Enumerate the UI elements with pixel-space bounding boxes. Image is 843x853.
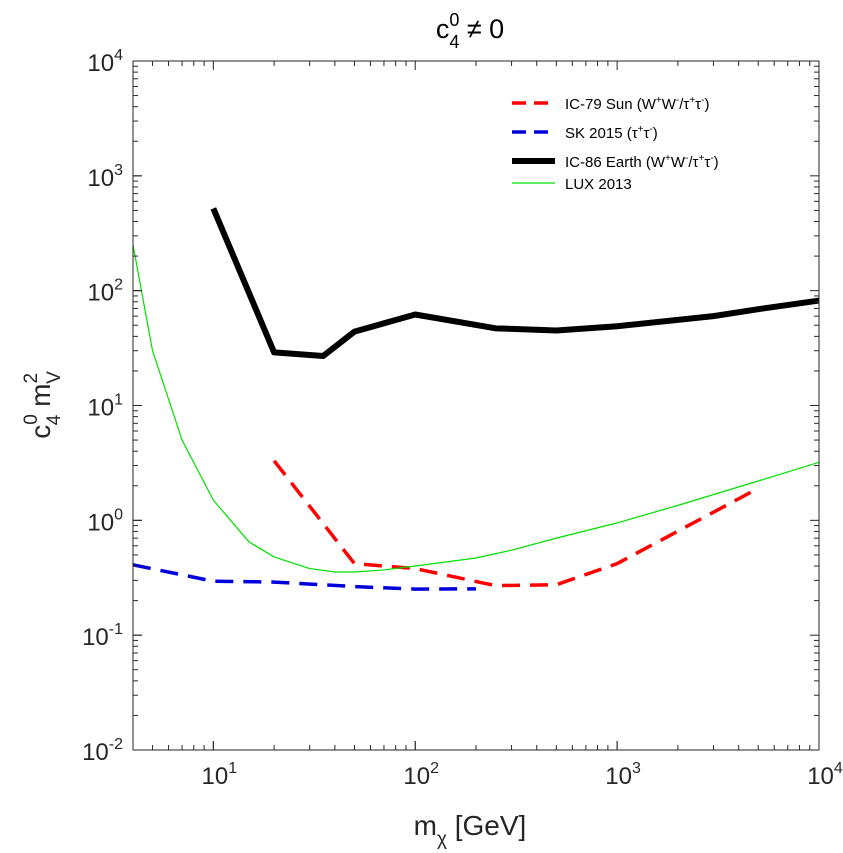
legend-label-lux: LUX 2013: [565, 176, 632, 193]
x-axis-title: mχ [GeV]: [414, 810, 527, 850]
y-tick-label: 10-2: [82, 736, 123, 766]
y-tick-label: 104: [87, 47, 123, 77]
series-layer: [132, 207, 820, 591]
x-tick-label: 101: [202, 760, 238, 790]
series-line-sk2015: [132, 563, 477, 591]
x-tick-label: 103: [605, 760, 641, 790]
y-tick-label: 10-1: [82, 621, 123, 651]
legend: IC-79 Sun (W+W-/τ+τ-) SK 2015 (τ+τ-) IC-…: [512, 95, 719, 193]
x-tick-label: 104: [807, 760, 843, 790]
series-line-ic86: [210, 207, 820, 359]
plot-frame: [132, 60, 820, 751]
tick-layer: 101 102 103 104 10-2 10-1 100 101 102 103 104: [82, 47, 843, 790]
y-tick-label: 103: [87, 162, 123, 192]
series-line-lux: [132, 244, 820, 573]
y-axis-title: c0 4 m2 V: [21, 371, 65, 439]
series-line-ic79: [272, 459, 760, 588]
legend-label-sk2015: SK 2015 (τ+τ-): [565, 124, 658, 142]
x-tick-label: 102: [403, 760, 439, 790]
legend-label-ic86: IC-86 Earth (W+W-/τ+τ-): [565, 153, 719, 171]
plot-area: [133, 61, 819, 750]
legend-label-ic79: IC-79 Sun (W+W-/τ+τ-): [565, 95, 709, 113]
y-tick-label: 101: [87, 392, 123, 422]
chart-title: c0 4 ≠ 0: [436, 10, 504, 52]
y-tick-label: 102: [87, 277, 123, 307]
y-axis-title-group: c0 4 m2 V: [21, 371, 65, 439]
y-tick-label: 100: [87, 506, 123, 536]
